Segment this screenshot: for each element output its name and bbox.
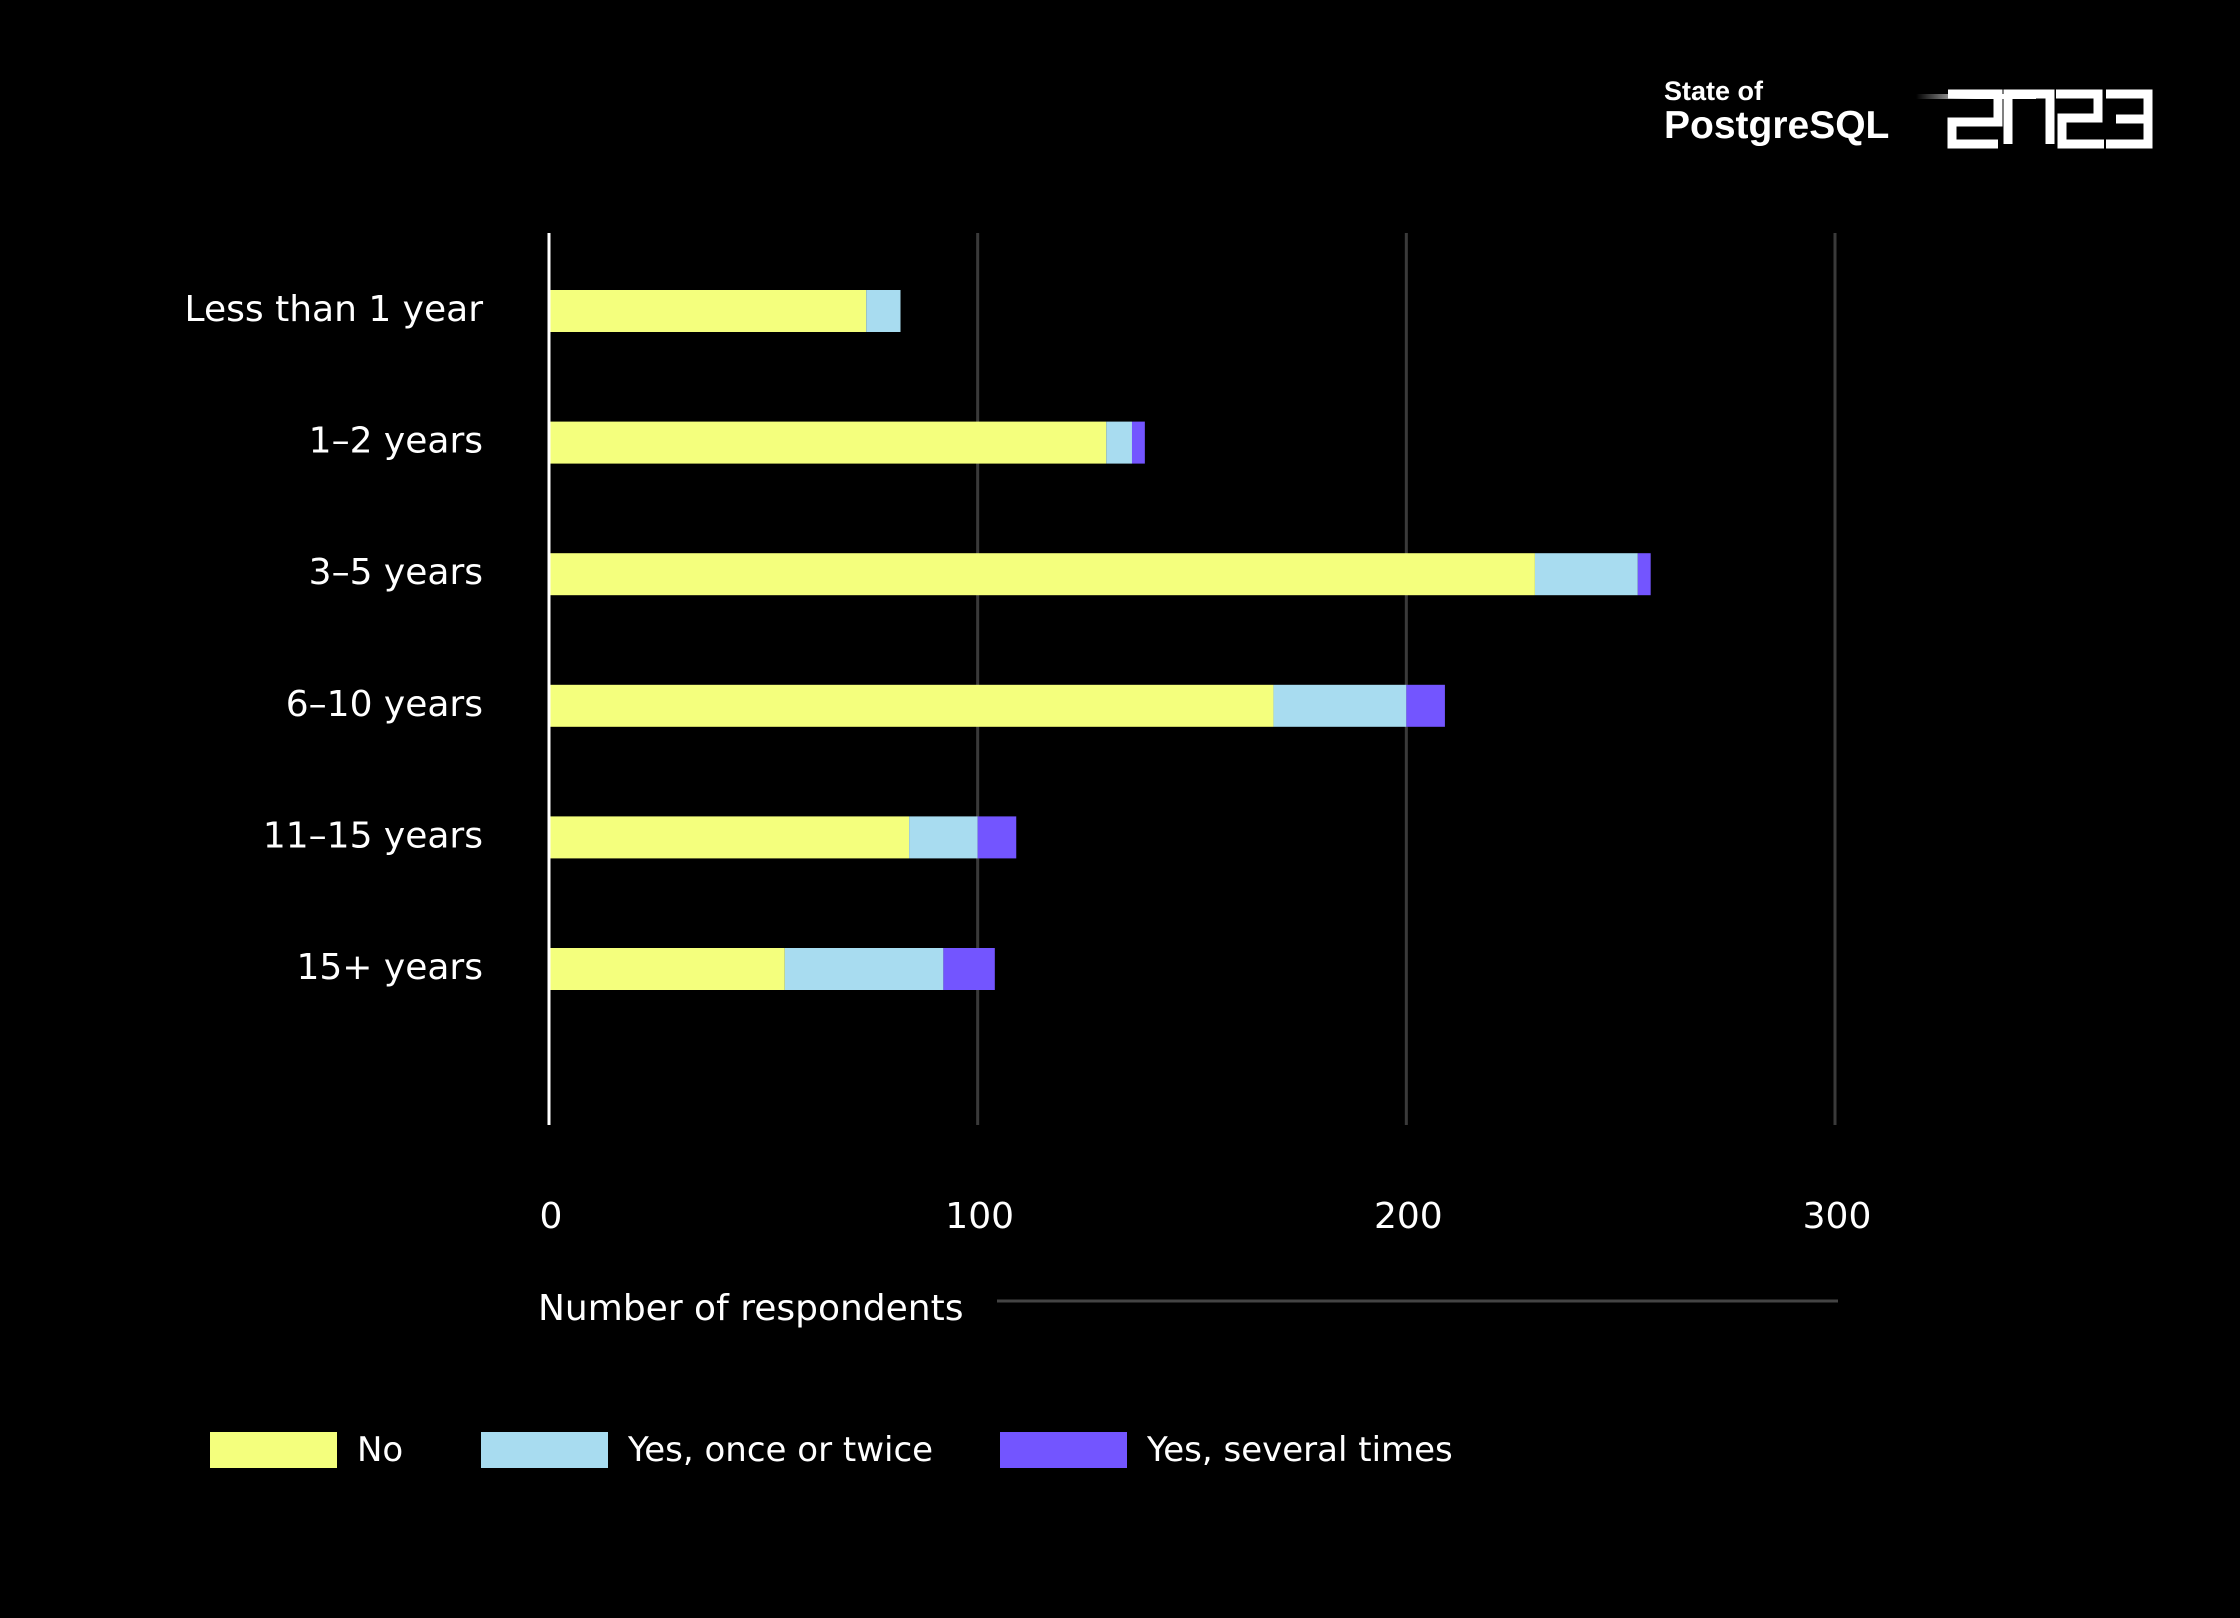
x-tick-label-300: 300 (1803, 1196, 1872, 1237)
x-tick-label-200: 200 (1374, 1196, 1443, 1237)
bar-less-than-1-year-yes-once-or-twice (866, 290, 901, 332)
category-labels: Less than 1 year 1–2 years 3–5 years 6–10 y… (185, 289, 484, 988)
state-of-postgresql-logo: State of PostgreSQL (1660, 72, 2160, 162)
x-axis-title: Number of respondents (538, 1288, 964, 1329)
category-label-3-5-years: 3–5 years (309, 552, 483, 593)
bar-1-2-years-yes-once-or-twice (1106, 421, 1132, 464)
bar-1-2-years-yes-several-times (1131, 421, 1145, 464)
bar-3-5-years-yes-once-or-twice (1534, 553, 1638, 596)
bar-15-years-yes-once-or-twice (784, 948, 944, 990)
legend-label-yes-once-or-twice: Yes, once or twice (628, 1430, 934, 1470)
legend-swatch-no (210, 1432, 337, 1468)
logo-line1: State of (1664, 76, 1764, 106)
category-label-11-15-years: 11–15 years (263, 815, 483, 856)
bar-11-15-years-yes-several-times (977, 816, 1017, 859)
x-tick-label-100: 100 (945, 1196, 1014, 1237)
bar-11-15-years-no (549, 816, 910, 859)
category-label-less-than-1-year: Less than 1 year (185, 289, 484, 330)
legend-label-yes-several-times: Yes, several times (1147, 1430, 1453, 1470)
bar-11-15-years-yes-once-or-twice (909, 816, 978, 859)
legend-swatch-yes-several-times (1000, 1432, 1127, 1468)
bar-less-than-1-year-no (549, 290, 867, 332)
category-label-1-2-years: 1–2 years (309, 421, 483, 462)
bar-6-10-years-no (549, 684, 1274, 727)
x-tick-labels: 0 100 200 300 (540, 1196, 1872, 1237)
x-tick-label-0: 0 (540, 1196, 563, 1237)
bar-15-years-yes-several-times (943, 948, 995, 990)
category-label-15-years: 15+ years (297, 947, 484, 988)
bar-6-10-years-yes-several-times (1406, 684, 1445, 727)
bar-6-10-years-yes-once-or-twice (1273, 684, 1407, 727)
bar-1-2-years-no (549, 421, 1107, 464)
bar-3-5-years-no (549, 553, 1535, 596)
category-label-6-10-years: 6–10 years (286, 684, 483, 725)
bar-15-years-no (549, 948, 785, 990)
logo-line2: PostgreSQL (1664, 104, 1890, 147)
legend-label-no: No (357, 1430, 404, 1470)
bar-3-5-years-yes-several-times (1637, 553, 1651, 596)
bars (549, 290, 1651, 990)
legend-swatch-yes-once-or-twice (481, 1432, 608, 1468)
grid-lines (976, 233, 1837, 1125)
logo-year-graphic (1916, 89, 2153, 149)
